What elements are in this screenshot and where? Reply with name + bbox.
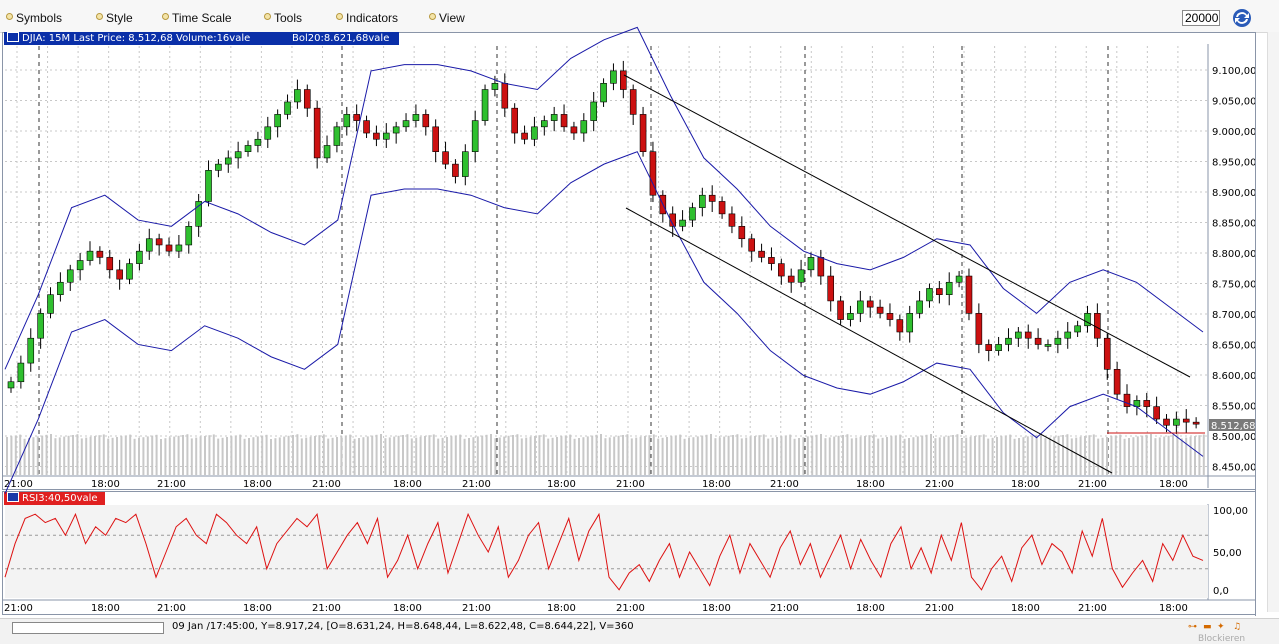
menu-symbols[interactable]: Symbols	[6, 11, 62, 25]
dock-icon[interactable]: ⊶	[1188, 622, 1197, 632]
settings-icon[interactable]: ✦	[1217, 622, 1225, 632]
vertical-scrollbar[interactable]	[1267, 32, 1279, 612]
menu-bullet-icon	[264, 13, 271, 20]
collapse-icon[interactable]	[7, 32, 19, 42]
menu-time-scale[interactable]: Time Scale	[162, 11, 232, 25]
interval-input[interactable]: 20000	[1182, 10, 1220, 26]
menu-label: Style	[106, 11, 133, 25]
horizontal-scrollbar[interactable]	[12, 622, 164, 634]
menu-bullet-icon	[336, 13, 343, 20]
menu-style[interactable]: Style	[96, 11, 133, 25]
menu-label: Tools	[274, 11, 303, 25]
price-chart-panel	[2, 32, 1256, 490]
rsi-chart-panel	[2, 491, 1256, 615]
menu-bullet-icon	[162, 13, 169, 20]
status-bar	[0, 618, 1279, 644]
menu-view[interactable]: View	[429, 11, 465, 25]
menu-tools[interactable]: Tools	[264, 11, 302, 25]
blockieren-label: Blockieren	[1198, 634, 1246, 644]
menu-bullet-icon	[6, 13, 13, 20]
chart-title: DJIA: 15M Last Price: 8.512,68 Volume:16…	[22, 33, 251, 44]
rsi-title: RSI3:40,50vale	[22, 493, 98, 504]
menu-label: Symbols	[16, 11, 63, 25]
menu-label: View	[439, 11, 465, 25]
bollinger-label: Bol20:8.621,68vale	[292, 33, 390, 44]
menu-indicators[interactable]: Indicators	[336, 11, 398, 25]
rsi-header: RSI3:40,50vale	[4, 492, 105, 505]
menu-label: Time Scale	[172, 11, 232, 25]
collapse-icon[interactable]	[7, 492, 19, 502]
chart-header: DJIA: 15M Last Price: 8.512,68 Volume:16…	[4, 32, 399, 45]
menu-bullet-icon	[429, 13, 436, 20]
menu-label: Indicators	[346, 11, 399, 25]
refresh-icon[interactable]	[1232, 8, 1252, 28]
alarm-icon[interactable]: ♫	[1233, 622, 1242, 632]
minimize-icon[interactable]: ▬	[1203, 622, 1212, 632]
status-text: 09 Jan /17:45:00, Y=8.917,24, [O=8.631,2…	[172, 621, 634, 632]
menu-bullet-icon	[96, 13, 103, 20]
